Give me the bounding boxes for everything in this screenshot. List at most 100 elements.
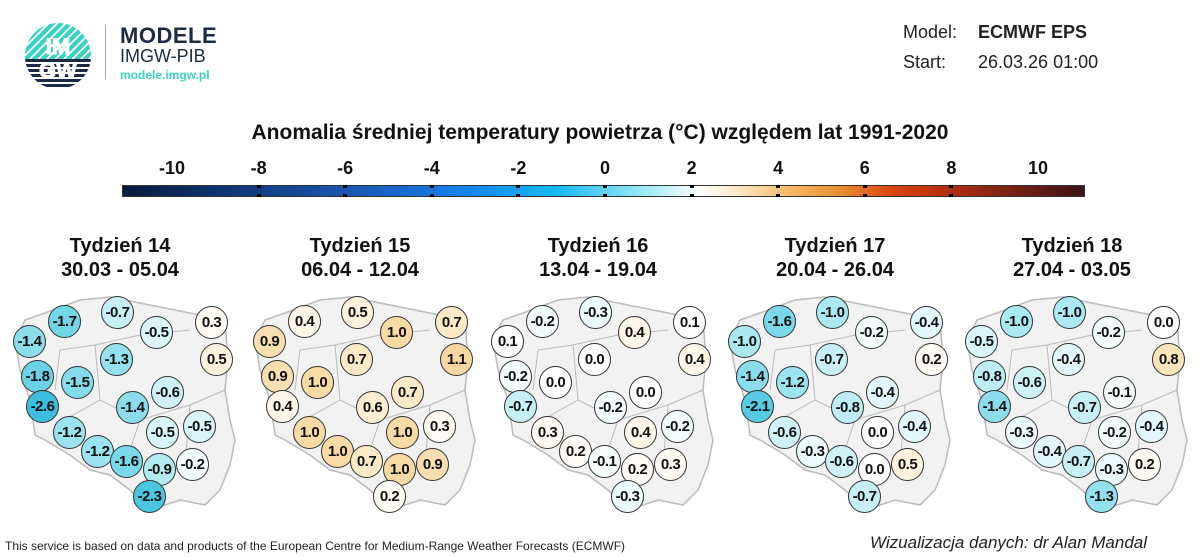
anomaly-circle: 0.5 — [891, 448, 924, 481]
colorbar-tick-label: -2 — [510, 158, 527, 178]
brand-url-link[interactable]: modele.imgw.pl — [120, 68, 210, 82]
anomaly-circle: -0.4 — [1033, 435, 1066, 468]
colorbar-tick-mark — [603, 185, 607, 197]
anomaly-circle: -0.5 — [183, 410, 216, 443]
poland-map: -1.7 -0.7 -1.4 -0.5 0.3 0.5 -1.3 -1.8 -1.5 -0.6 -2… — [0, 290, 240, 520]
anomaly-circle: -1.4 — [978, 390, 1011, 423]
anomaly-circle: -0.6 — [1013, 366, 1046, 399]
anomaly-circle: -0.6 — [768, 416, 801, 449]
anomaly-circle: -2.3 — [133, 480, 166, 513]
start-value: 26.03.26 01:00 — [978, 52, 1099, 72]
anomaly-circle: -0.2 — [1092, 316, 1125, 349]
anomaly-circle: 0.2 — [621, 453, 654, 486]
brand-subtitle: IMGW-PIB — [120, 46, 206, 66]
anomaly-circle: -1.0 — [1000, 305, 1033, 338]
anomaly-circle: -0.4 — [866, 376, 899, 409]
colorbar-tick-label: 4 — [773, 158, 784, 178]
anomaly-circle: -0.6 — [825, 445, 858, 478]
anomaly-circle: -0.1 — [588, 445, 621, 478]
week-dates: 13.04 - 19.04 — [539, 259, 657, 281]
poland-map: -1.0 -1.0 -0.5 -0.2 0.0 0.8 -0.4 -0.8 -0.6 -0.1 -1… — [952, 290, 1192, 520]
colorbar-tick-label: -4 — [423, 158, 440, 178]
anomaly-circle: 0.0 — [539, 366, 572, 399]
anomaly-circle: 0.0 — [578, 343, 611, 376]
week-header: Tydzień 17 20.04 - 26.04 — [715, 234, 955, 282]
brand-title: MODELE — [120, 23, 218, 48]
anomaly-circle: -0.3 — [611, 480, 644, 513]
anomaly-circle: -0.2 — [1098, 416, 1131, 449]
week-dates: 20.04 - 26.04 — [776, 259, 894, 281]
anomaly-circle: -0.7 — [1062, 445, 1095, 478]
anomaly-circle: 0.4 — [678, 343, 711, 376]
anomaly-circle: -1.2 — [776, 366, 809, 399]
anomaly-circle: 0.3 — [195, 306, 228, 339]
colorbar-tick-label: -10 — [158, 158, 185, 178]
anomaly-circle: -0.7 — [1068, 391, 1101, 424]
logo-text-top: IM — [45, 34, 71, 59]
anomaly-circle: 0.7 — [435, 306, 468, 339]
anomaly-circle: -1.2 — [53, 416, 86, 449]
week-header: Tydzień 14 30.03 - 05.04 — [0, 234, 240, 282]
anomaly-circle: 0.9 — [261, 360, 294, 393]
anomaly-circle: 0.0 — [861, 416, 894, 449]
anomaly-circle: -1.0 — [728, 325, 761, 358]
anomaly-circle: 0.3 — [654, 448, 687, 481]
anomaly-circle: 0.7 — [340, 343, 373, 376]
anomaly-circle: -0.5 — [965, 325, 998, 358]
anomaly-circle: -1.3 — [1085, 480, 1118, 513]
colorbar-tick-mark — [429, 185, 434, 197]
anomaly-circle: -0.4 — [898, 410, 931, 443]
anomaly-circle: -1.0 — [1053, 296, 1086, 329]
anomaly-circle: 1.1 — [440, 343, 473, 376]
anomaly-circle: 0.5 — [341, 296, 374, 329]
anomaly-circle: 0.2 — [1128, 448, 1161, 481]
anomaly-circle: 0.0 — [629, 376, 662, 409]
anomaly-circle: -0.7 — [815, 343, 848, 376]
poland-map: 0.4 0.5 0.9 1.0 0.7 1.1 0.7 0.9 1.0 0.7 0.4 0.6 1.0 1… — [240, 290, 480, 520]
anomaly-circle: -1.5 — [61, 366, 94, 399]
anomaly-circle: 1.0 — [380, 316, 413, 349]
colorbar-tick-label: 8 — [946, 158, 957, 178]
anomaly-circle: -0.2 — [855, 316, 888, 349]
colorbar-tick-mark — [343, 185, 348, 197]
week-header: Tydzień 15 06.04 - 12.04 — [240, 234, 480, 282]
anomaly-circle: 1.0 — [301, 366, 334, 399]
anomaly-circle: 0.4 — [624, 416, 657, 449]
anomaly-circle: -1.7 — [48, 305, 81, 338]
anomaly-circle: 0.3 — [531, 416, 564, 449]
anomaly-circle: -0.5 — [146, 416, 179, 449]
anomaly-circle: -0.3 — [579, 296, 612, 329]
anomaly-circle: 0.9 — [253, 325, 286, 358]
footer-author: Wizualizacja danych: dr Alan Mandal — [870, 533, 1148, 552]
anomaly-circle: 0.4 — [266, 390, 299, 423]
anomaly-circle: 0.2 — [559, 435, 592, 468]
anomaly-circle: -0.3 — [1095, 453, 1128, 486]
anomaly-circle: -0.2 — [176, 448, 209, 481]
anomaly-circle: 0.2 — [915, 343, 948, 376]
week-label: Tydzień 14 — [69, 235, 171, 257]
colorbar-tick-label: 6 — [859, 158, 870, 178]
anomaly-circle: -0.7 — [504, 390, 537, 423]
anomaly-circle: 0.2 — [373, 480, 406, 513]
anomaly-circle: -0.2 — [594, 391, 627, 424]
anomaly-circle: 0.4 — [618, 316, 651, 349]
anomaly-circle: -0.7 — [848, 480, 881, 513]
anomaly-circle: -1.4 — [116, 391, 149, 424]
anomaly-circle: -1.4 — [736, 360, 769, 393]
anomaly-circle: -0.7 — [101, 296, 134, 329]
anomaly-circle: 0.4 — [288, 305, 321, 338]
anomaly-circle: -0.5 — [140, 316, 173, 349]
anomaly-circle: -1.6 — [763, 305, 796, 338]
anomaly-circle: 0.9 — [416, 448, 449, 481]
colorbar-tick-mark — [949, 185, 954, 197]
anomaly-circle: -2.6 — [26, 390, 59, 423]
poland-map: -0.2 -0.3 0.1 0.4 0.1 0.4 0.0 -0.2 0.0 0.0 -0.7 -0.… — [478, 290, 718, 520]
anomaly-circle: 0.5 — [200, 343, 233, 376]
model-value: ECMWF EPS — [978, 22, 1088, 42]
colorbar-tick-mark — [256, 185, 261, 197]
anomaly-circle: -0.2 — [661, 410, 694, 443]
colorbar-tick-mark — [516, 185, 521, 197]
week-dates: 06.04 - 12.04 — [301, 259, 419, 281]
week-header: Tydzień 16 13.04 - 19.04 — [478, 234, 718, 282]
anomaly-circle: -0.3 — [1005, 416, 1038, 449]
